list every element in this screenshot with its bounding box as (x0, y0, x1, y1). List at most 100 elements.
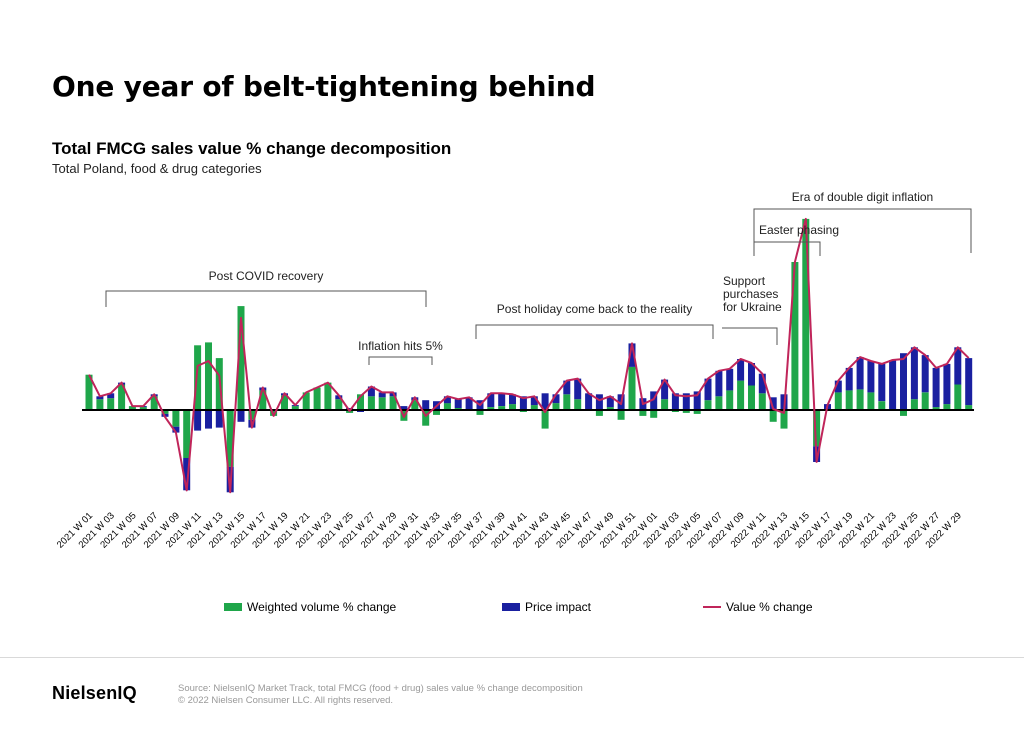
price-bar-59 (726, 368, 734, 391)
legend-label-value: Value % change (726, 600, 813, 614)
price-bar-37 (487, 393, 495, 407)
volume-bar-23 (335, 399, 343, 410)
volume-bar-32 (433, 410, 440, 415)
price-bar-63 (769, 397, 777, 410)
annotation-bracket (475, 324, 714, 339)
volume-bar-63 (769, 410, 777, 422)
price-bar-31 (422, 400, 430, 410)
price-bar-52 (650, 391, 658, 410)
volume-bar-60 (737, 380, 745, 410)
volume-bar-22 (324, 382, 332, 410)
volume-bar-8 (172, 410, 180, 427)
price-bar-34 (454, 399, 462, 408)
volume-bar-75 (900, 410, 907, 416)
annotation-label: Era of double digit inflation (792, 190, 933, 204)
price-bar-35 (465, 397, 473, 410)
annotation-bracket (753, 208, 972, 253)
volume-bar-59 (726, 390, 734, 410)
brand-logo: NielsenIQ (52, 683, 137, 703)
price-bar-40 (519, 396, 527, 410)
source-text: Source: NielsenIQ Market Track, total FM… (178, 683, 583, 694)
volume-bar-49 (617, 410, 625, 420)
legend-item-price: Price impact (502, 600, 591, 614)
price-bar-23 (335, 395, 343, 400)
legend-swatch-volume (224, 603, 242, 611)
price-bar-43 (552, 394, 560, 404)
price-bar-8 (172, 426, 180, 433)
volume-bar-45 (574, 399, 582, 410)
volume-bar-69 (834, 392, 842, 410)
page-title: One year of belt-tightening behind (52, 70, 596, 103)
volume-bar-19 (291, 406, 299, 410)
volume-bar-56 (693, 410, 701, 414)
chart-title: Total FMCG sales value % change decompos… (52, 139, 452, 158)
legend-item-value: Value % change (703, 600, 813, 614)
volume-bar-6 (150, 396, 158, 410)
volume-bar-25 (357, 394, 364, 410)
annotation-label: Post holiday come back to the reality (497, 302, 692, 316)
price-bar-2 (107, 393, 115, 399)
price-bar-42 (541, 393, 549, 410)
price-bar-14 (237, 410, 245, 422)
source-note: Source: NielsenIQ Market Track, total FM… (178, 683, 583, 707)
price-bar-79 (943, 363, 951, 405)
footer-divider (0, 657, 1024, 658)
volume-bar-43 (552, 403, 560, 410)
volume-bar-26 (367, 396, 375, 410)
price-bar-74 (889, 360, 897, 409)
price-bar-44 (563, 380, 571, 395)
volume-bar-16 (259, 390, 267, 410)
volume-bar-81 (965, 405, 973, 410)
volume-bar-3 (118, 384, 126, 410)
chart-subtitle: Total Poland, food & drug categories (52, 161, 262, 176)
price-bar-10 (194, 410, 202, 431)
volume-bar-27 (378, 397, 386, 410)
volume-bar-71 (856, 389, 864, 410)
price-bar-54 (671, 393, 679, 410)
volume-bar-52 (650, 410, 658, 418)
price-bar-11 (205, 410, 212, 429)
price-bar-72 (867, 361, 875, 393)
volume-bar-18 (281, 395, 288, 410)
price-bar-50 (628, 343, 636, 367)
price-bar-75 (900, 353, 907, 410)
price-bar-12 (215, 410, 223, 428)
volume-bar-79 (943, 404, 951, 410)
price-bar-47 (595, 394, 603, 410)
annotation-bracket (368, 356, 433, 365)
volume-bar-62 (758, 393, 766, 410)
volume-bar-55 (682, 410, 690, 413)
legend-swatch-value (703, 606, 721, 608)
volume-bar-17 (270, 410, 278, 416)
price-bar-53 (661, 379, 669, 400)
volume-bar-48 (606, 407, 614, 410)
price-bar-26 (367, 386, 375, 397)
price-bar-33 (443, 396, 451, 404)
price-bar-62 (758, 373, 766, 394)
volume-bar-11 (205, 342, 212, 410)
annotation-label: Inflation hits 5% (358, 339, 443, 353)
volume-bar-67 (813, 410, 821, 447)
volume-bar-37 (487, 407, 495, 410)
volume-bar-64 (780, 410, 788, 429)
volume-bar-65 (791, 262, 799, 410)
volume-bar-61 (748, 385, 755, 410)
price-bar-1 (96, 396, 104, 400)
price-bar-73 (878, 363, 886, 402)
annotation-label: Post COVID recovery (209, 269, 324, 283)
price-bar-77 (921, 355, 929, 393)
volume-bar-77 (921, 392, 929, 410)
volume-bar-15 (248, 410, 256, 420)
volume-bar-33 (443, 403, 451, 410)
price-bar-55 (682, 393, 690, 410)
volume-bar-10 (194, 345, 202, 410)
volume-bar-1 (96, 399, 104, 410)
volume-bar-21 (313, 387, 321, 410)
volume-bar-72 (867, 392, 875, 410)
legend-swatch-price (502, 603, 520, 611)
volume-bar-50 (628, 366, 636, 410)
volume-bar-76 (910, 399, 918, 410)
volume-bar-80 (954, 384, 962, 410)
value-change-line (88, 217, 970, 494)
price-bar-9 (183, 458, 191, 491)
